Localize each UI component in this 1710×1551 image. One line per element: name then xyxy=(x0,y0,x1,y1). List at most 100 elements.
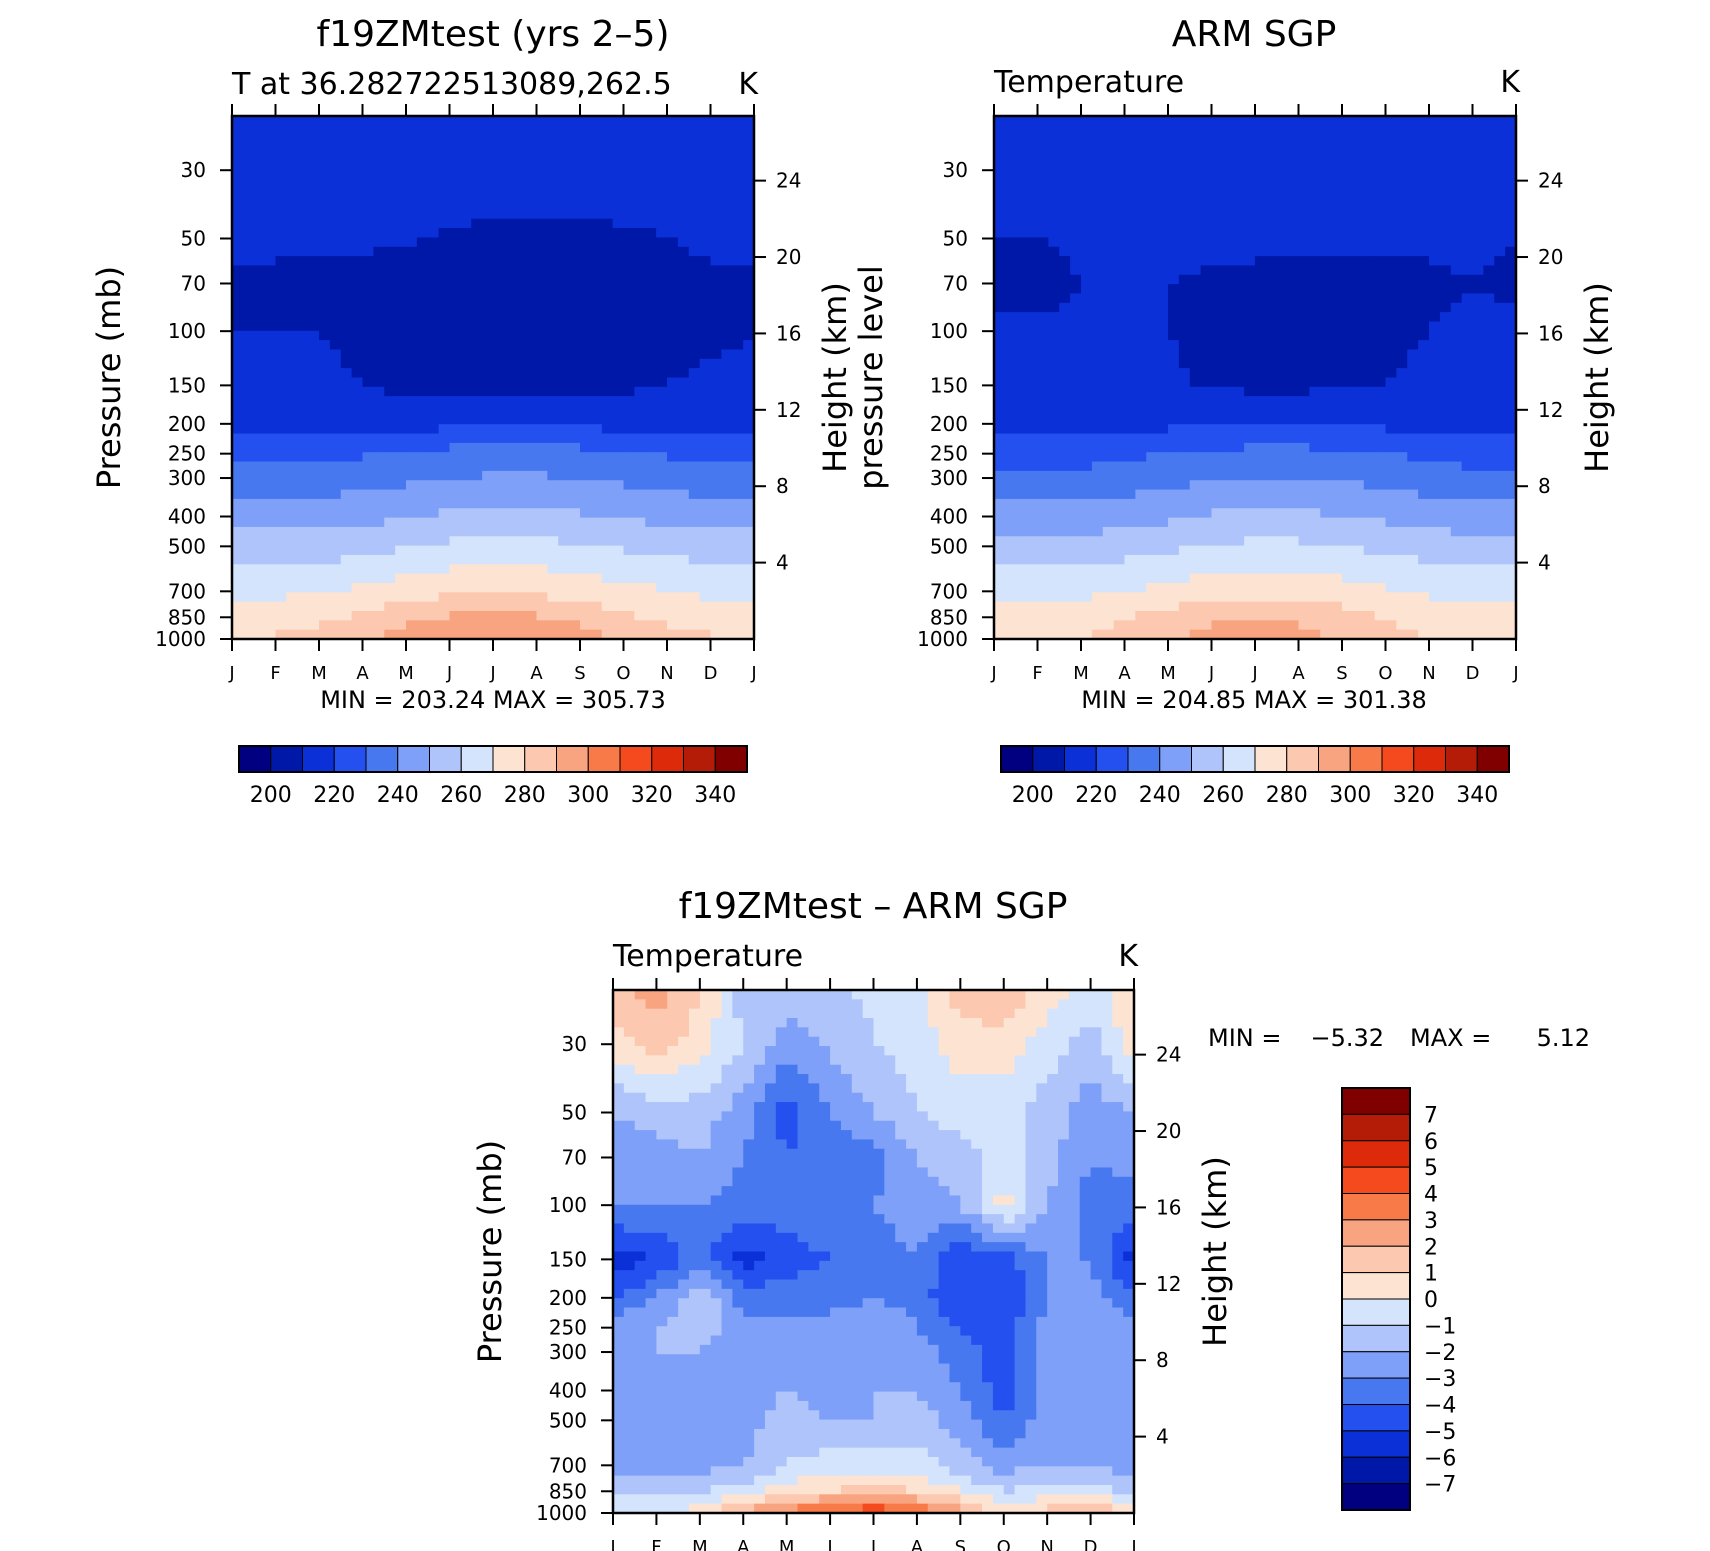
field-cell xyxy=(994,424,1006,435)
field-cell xyxy=(1374,153,1387,164)
field-cell xyxy=(1287,293,1300,304)
field-cell xyxy=(438,536,451,547)
field-cell xyxy=(1102,116,1115,126)
field-cell xyxy=(1222,508,1234,519)
field-cell xyxy=(601,312,614,323)
field-cell xyxy=(1222,358,1234,369)
field-cell xyxy=(297,125,309,136)
field-cell xyxy=(558,153,570,164)
field-cell xyxy=(514,601,527,612)
field-cell xyxy=(645,424,657,435)
field-cell xyxy=(688,582,701,593)
field-cell xyxy=(1146,218,1158,229)
field-cell xyxy=(1004,489,1017,500)
field-cell xyxy=(1429,526,1441,537)
field-cell xyxy=(667,134,679,145)
field-cell xyxy=(406,116,418,126)
field-cell xyxy=(427,209,440,220)
field-cell xyxy=(482,536,494,547)
field-cell xyxy=(460,321,472,332)
field-cell xyxy=(297,433,309,444)
field-cell xyxy=(558,200,570,210)
field-cell xyxy=(710,274,722,285)
field-cell xyxy=(471,228,483,239)
field-cell xyxy=(1255,190,1267,201)
field-cell xyxy=(416,526,429,537)
field-cell xyxy=(1385,368,1397,379)
field-cell xyxy=(547,498,559,509)
field-cell xyxy=(329,321,342,332)
field-cell xyxy=(351,274,364,285)
field-cell xyxy=(514,508,527,519)
field-cell xyxy=(1429,321,1441,332)
field-cell xyxy=(1135,330,1147,341)
field-cell xyxy=(253,517,266,528)
field-cell xyxy=(732,526,744,537)
field-cell xyxy=(1070,134,1082,145)
field-cell xyxy=(623,340,635,351)
field-cell xyxy=(1287,536,1300,547)
field-cell xyxy=(699,312,712,323)
field-cell xyxy=(242,144,255,154)
field-cell xyxy=(1505,284,1517,295)
field-cell xyxy=(297,489,309,500)
field-cell xyxy=(1265,172,1278,182)
field-cell xyxy=(667,340,679,351)
field-cell xyxy=(1276,228,1289,239)
field-cell xyxy=(1244,461,1256,472)
field-cell xyxy=(286,452,298,463)
field-cell xyxy=(1168,461,1180,472)
field-cell xyxy=(569,424,581,435)
field-cell xyxy=(590,554,603,565)
field-cell xyxy=(253,274,266,285)
field-cell xyxy=(580,218,592,229)
field-cell xyxy=(232,601,244,612)
field-cell xyxy=(1059,508,1071,519)
field-cell xyxy=(1309,284,1321,295)
field-cell xyxy=(623,237,635,248)
field-cell xyxy=(601,321,614,332)
field-cell xyxy=(1396,200,1408,210)
field-cell xyxy=(1309,321,1321,332)
field-cell xyxy=(340,228,353,239)
field-cell xyxy=(373,302,385,313)
field-cell xyxy=(471,265,483,276)
field-cell xyxy=(460,536,472,547)
field-cell xyxy=(242,312,255,323)
field-cell xyxy=(373,536,385,547)
panel-left-label: T at 36.282722513089,262.5 xyxy=(231,67,672,102)
field-cell xyxy=(1004,340,1017,351)
field-cell xyxy=(493,601,505,612)
field-cell xyxy=(1407,349,1419,360)
field-cell xyxy=(1135,246,1147,257)
field-cell xyxy=(449,228,461,239)
field-cell xyxy=(286,470,298,481)
field-cell xyxy=(1352,125,1365,136)
colorbar-swatch xyxy=(238,745,272,773)
field-cell xyxy=(623,517,635,528)
field-cell xyxy=(732,610,744,621)
field-cell xyxy=(395,545,407,556)
field-cell xyxy=(1418,508,1430,519)
field-cell xyxy=(1439,405,1452,416)
field-cell xyxy=(1472,162,1484,173)
field-cell xyxy=(1494,172,1506,182)
field-cell xyxy=(308,601,320,612)
field-cell xyxy=(340,321,353,332)
field-cell xyxy=(373,256,385,267)
field-cell xyxy=(1385,396,1397,407)
field-cell xyxy=(547,237,559,248)
field-cell xyxy=(1320,293,1332,304)
field-cell xyxy=(416,461,429,472)
field-cell xyxy=(590,358,603,369)
field-cell xyxy=(1015,489,1028,500)
x-tick-label: A xyxy=(356,663,369,684)
field-cell xyxy=(308,461,320,472)
field-cell xyxy=(329,470,342,481)
field-cell xyxy=(275,153,287,164)
field-cell xyxy=(275,330,287,341)
field-cell xyxy=(1342,144,1354,154)
field-cell xyxy=(1276,162,1289,173)
field-cell xyxy=(623,321,635,332)
field-cell xyxy=(1244,190,1256,201)
